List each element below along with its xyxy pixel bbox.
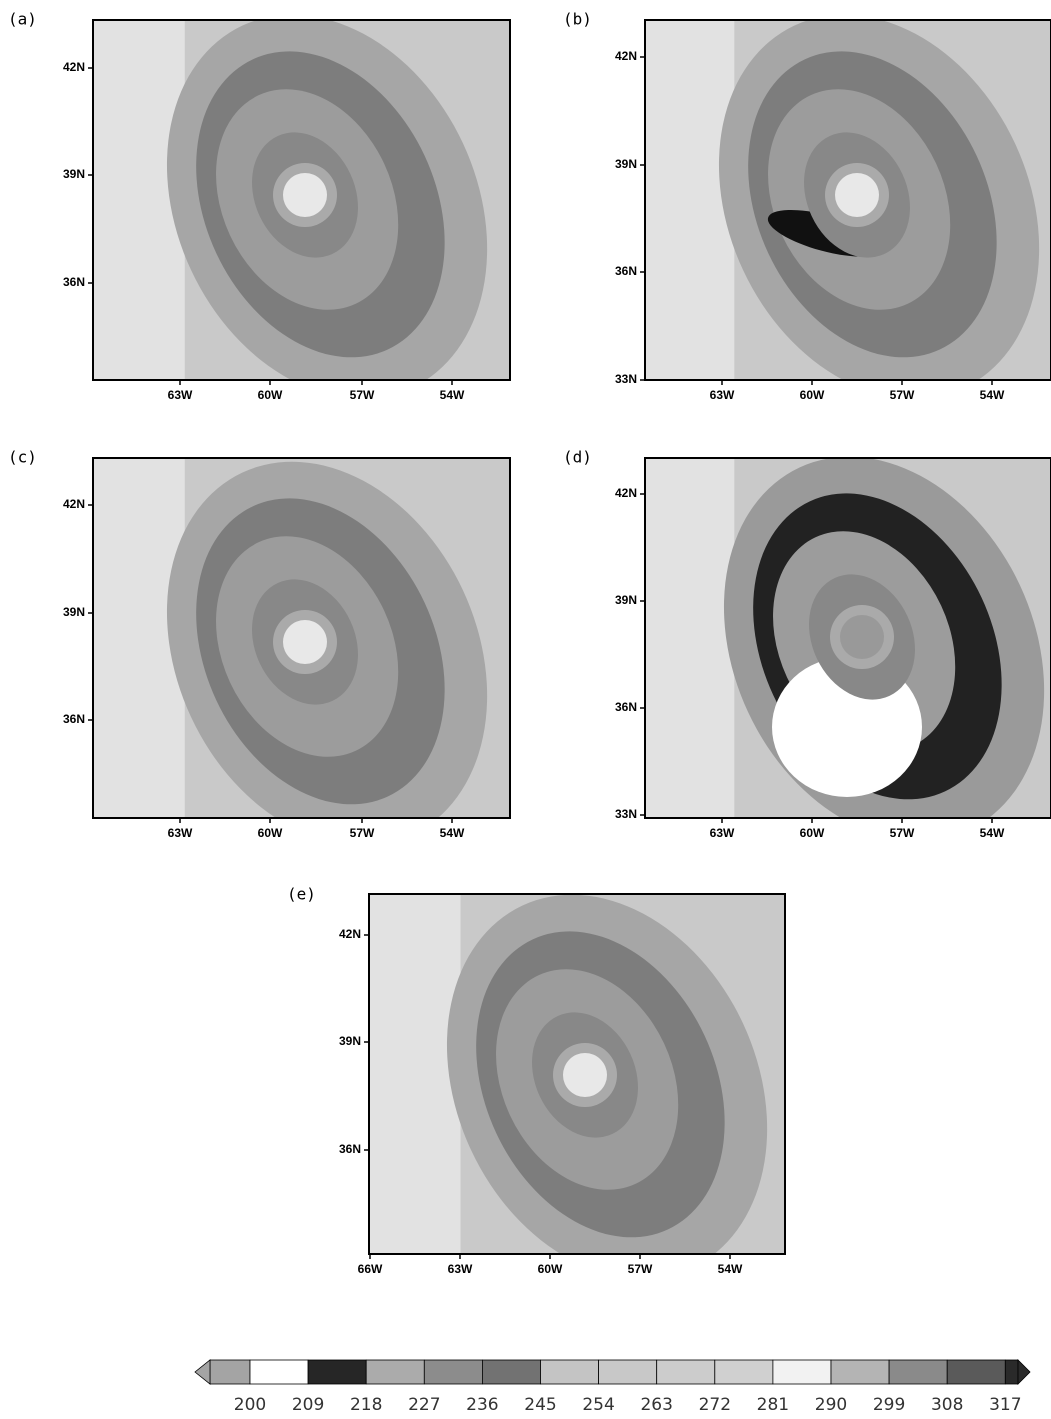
x-tick-label: 63W [448,1262,473,1276]
x-tick-label: 57W [890,826,915,840]
map-image [369,894,785,1254]
panel-label: (c) [8,448,37,467]
y-tick-label: 36N [63,712,85,726]
clear-region [645,20,735,380]
eye [283,173,327,217]
colorbar-segment [481,1359,541,1385]
colorbar-label: 290 [815,1395,847,1415]
colorbar-end [1017,1359,1031,1385]
x-tick-label: 54W [440,388,465,402]
map-image [93,458,510,818]
colorbar-end [194,1359,211,1385]
colorbar-segment [1004,1359,1019,1385]
colorbar-label: 236 [466,1395,498,1415]
colorbar-label: 308 [931,1395,963,1415]
x-tick-label: 54W [718,1262,743,1276]
eye [563,1053,607,1097]
eye [840,615,884,659]
colorbar-segment [714,1359,774,1385]
x-tick-label: 63W [168,826,193,840]
colorbar-segment [830,1359,890,1385]
x-tick-label: 63W [710,826,735,840]
panel-frame [644,19,1051,381]
clear-region [369,894,461,1254]
colorbar-label: 281 [757,1395,789,1415]
map-image [645,20,1051,380]
colorbar-label: 209 [292,1395,324,1415]
colorbar-segment [540,1359,599,1385]
colorbar-segment [209,1359,251,1385]
panel-label: (e) [287,885,316,904]
colorbar-segment [249,1359,309,1385]
x-tick-label: 60W [258,388,283,402]
colorbar-label: 272 [699,1395,731,1415]
colorbar-segment [888,1359,948,1385]
y-tick-label: 39N [339,1034,361,1048]
map-image [93,20,510,380]
colorbar-segment [656,1359,716,1385]
y-tick-label: 42N [615,486,637,500]
colorbar-label: 218 [350,1395,382,1415]
x-tick-label: 57W [350,826,375,840]
x-tick-label: 57W [350,388,375,402]
colorbar-label: 200 [234,1395,266,1415]
panel-frame [92,457,511,819]
y-tick-label: 39N [615,593,637,607]
y-tick-label: 39N [63,605,85,619]
y-tick-label: 42N [615,49,637,63]
x-tick-label: 66W [358,1262,383,1276]
x-tick-label: 60W [258,826,283,840]
y-tick-label: 42N [63,60,85,74]
y-tick-label: 33N [615,807,637,821]
panel-label: (b) [563,10,592,29]
colorbar-label: 317 [989,1395,1021,1415]
colorbar-segment [423,1359,483,1385]
y-tick-label: 36N [339,1142,361,1156]
colorbar-label: 227 [408,1395,440,1415]
y-tick-label: 42N [339,927,361,941]
x-tick-label: 60W [800,826,825,840]
panel-frame [368,893,786,1255]
y-tick-label: 36N [615,264,637,278]
y-tick-label: 36N [615,700,637,714]
colorbar-label: 263 [640,1395,672,1415]
x-tick-label: 60W [800,388,825,402]
colorbar-segment [307,1359,367,1385]
colorbar-label: 299 [873,1395,905,1415]
colorbar-label: 254 [582,1395,614,1415]
y-tick-label: 39N [615,157,637,171]
x-tick-label: 63W [168,388,193,402]
x-tick-label: 54W [980,388,1005,402]
panel-label: (a) [8,10,37,29]
map-image [645,458,1051,818]
x-tick-label: 60W [538,1262,563,1276]
clear-region [93,20,185,380]
colorbar-label: 245 [524,1395,556,1415]
x-tick-label: 54W [440,826,465,840]
y-tick-label: 42N [63,497,85,511]
y-tick-label: 36N [63,275,85,289]
x-tick-label: 63W [710,388,735,402]
colorbar-segment [365,1359,425,1385]
colorbar-segment [946,1359,1006,1385]
x-tick-label: 57W [890,388,915,402]
panel-frame [92,19,511,381]
x-tick-label: 57W [628,1262,653,1276]
panel-label: (d) [563,448,592,467]
eye [835,173,879,217]
y-tick-label: 33N [615,372,637,386]
panel-frame [644,457,1051,819]
clear-region [645,458,735,818]
x-tick-label: 54W [980,826,1005,840]
colorbar-segment [598,1359,658,1385]
colorbar-segment [772,1359,832,1385]
y-tick-label: 39N [63,167,85,181]
eye [283,620,327,664]
